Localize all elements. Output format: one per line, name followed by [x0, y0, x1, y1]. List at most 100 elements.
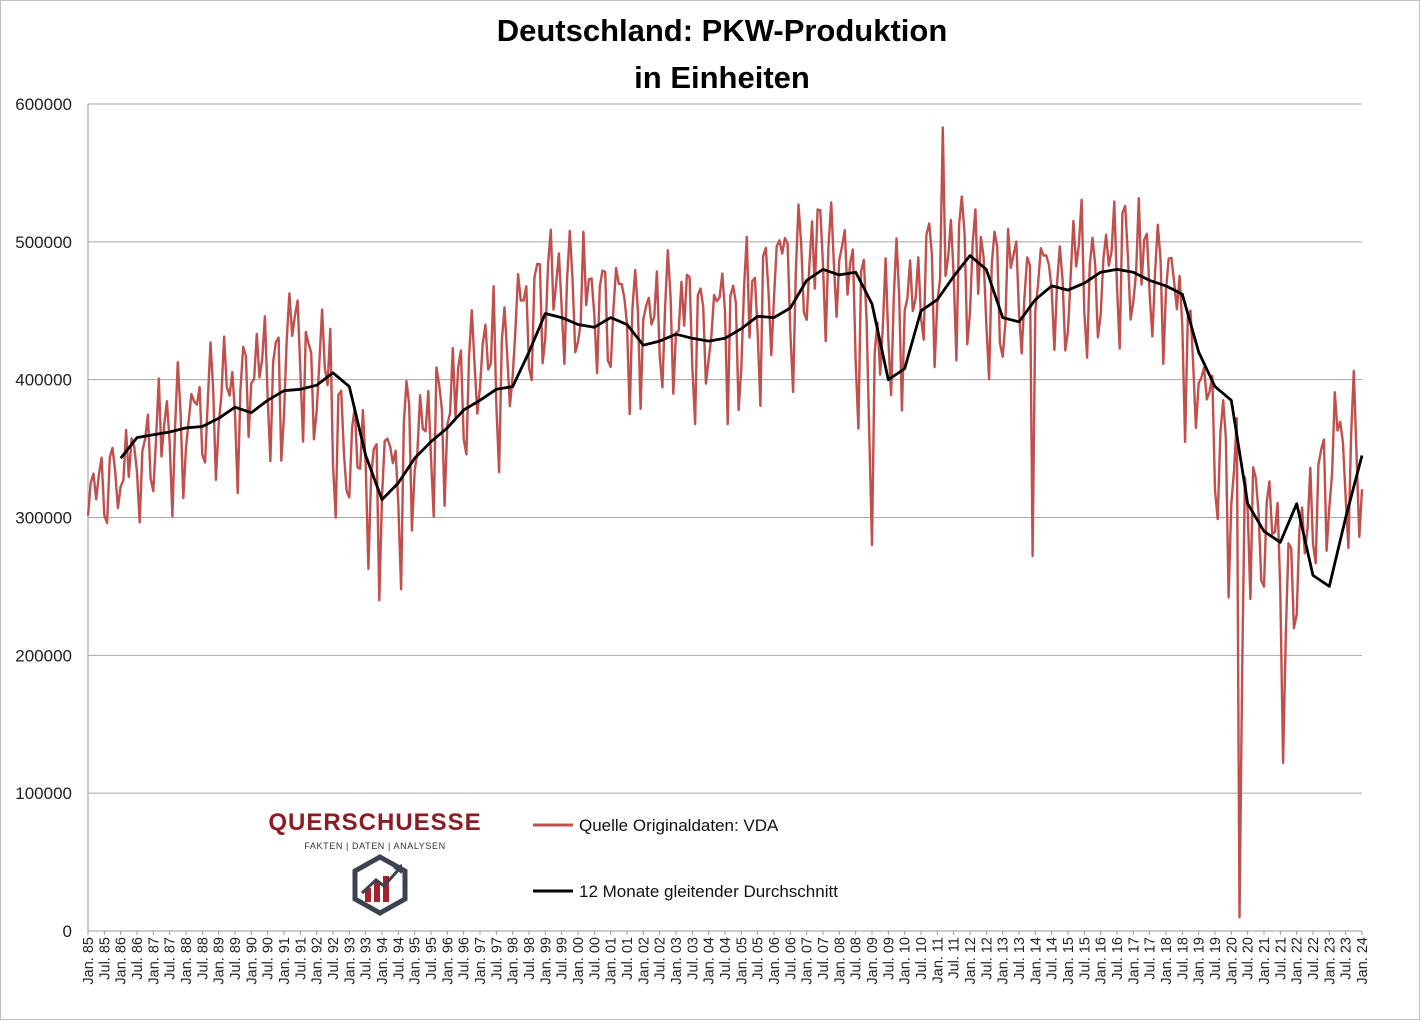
y-tick-label: 500000 — [15, 233, 72, 252]
y-tick-label: 400000 — [15, 371, 72, 390]
x-tick-label: Jan. 97 — [473, 937, 489, 985]
x-tick-label: Jan. 00 — [571, 937, 587, 985]
x-tick-label: Jul. 99 — [555, 937, 571, 980]
y-tick-label: 100000 — [15, 784, 72, 803]
x-tick-label: Jan. 87 — [146, 937, 162, 985]
x-tick-label: Jul. 88 — [195, 937, 211, 980]
x-tick-label: Jan. 99 — [538, 937, 554, 985]
y-tick-label: 200000 — [15, 646, 72, 665]
x-tick-label: Jul. 03 — [685, 937, 701, 980]
x-tick-label: Jan. 89 — [212, 937, 228, 985]
legend: Quelle Originaldaten: VDA 12 Monate glei… — [533, 816, 838, 901]
x-tick-label: Jul. 23 — [1339, 937, 1355, 980]
x-tick-label: Jan. 93 — [342, 937, 358, 985]
x-tick-label: Jan. 06 — [767, 937, 783, 985]
x-tick-label: Jan. 04 — [702, 937, 718, 985]
y-tick-label: 300000 — [15, 509, 72, 528]
x-tick-label: Jan. 15 — [1061, 937, 1077, 985]
x-tick-label: Jan. 23 — [1322, 937, 1338, 985]
x-tick-label: Jul. 20 — [1241, 937, 1257, 980]
x-tick-label: Jan. 85 — [81, 937, 97, 985]
x-tick-label: Jan. 92 — [310, 937, 326, 985]
x-tick-label: Jul. 85 — [97, 937, 113, 980]
x-tick-label: Jul. 92 — [326, 937, 342, 980]
logo-wordmark: QUERSCHUESSE — [268, 809, 481, 836]
x-tick-label: Jan. 21 — [1257, 937, 1273, 985]
x-tick-label: Jul. 96 — [457, 937, 473, 980]
chart-title-line-1: Deutschland: PKW-Produktion — [497, 13, 948, 48]
chart-title: Deutschland: PKW-Produktion in Einheiten — [497, 13, 948, 95]
x-tick-label: Jan. 96 — [440, 937, 456, 985]
x-tick-label: Jul. 14 — [1045, 937, 1061, 980]
x-tick-label: Jul. 12 — [979, 937, 995, 980]
series-lines — [86, 126, 1364, 919]
x-tick-label: Jul. 22 — [1306, 937, 1322, 980]
x-tick-label: Jul. 09 — [881, 937, 897, 980]
x-tick-label: Jul. 19 — [1208, 937, 1224, 980]
x-tick-label: Jul. 05 — [751, 937, 767, 980]
x-tick-label: Jan. 98 — [506, 937, 522, 985]
x-tick-label: Jan. 18 — [1159, 937, 1175, 985]
x-tick-label: Jan. 11 — [930, 937, 946, 984]
x-tick-label: Jul. 93 — [359, 937, 375, 980]
x-tick-label: Jan. 02 — [636, 937, 652, 985]
x-tick-label: Jan. 01 — [604, 937, 620, 985]
x-tick-label: Jan. 05 — [734, 937, 750, 985]
x-tick-label: Jul. 21 — [1273, 937, 1289, 980]
x-tick-label: Jan. 19 — [1192, 937, 1208, 985]
x-tick-label: Jul. 89 — [228, 937, 244, 980]
x-tick-label: Jul. 15 — [1077, 937, 1093, 980]
x-tick-label: Jul. 91 — [293, 937, 309, 980]
logo-tagline: FAKTEN | DATEN | ANALYSEN — [304, 841, 445, 851]
y-axis-tick-labels: 0 100000 200000 300000 400000 500000 600000 — [15, 95, 72, 941]
gridlines — [87, 103, 1362, 932]
querschuesse-hexagon-logo-icon — [352, 854, 408, 916]
x-tick-label: Jan. 16 — [1094, 937, 1110, 985]
x-tick-label: Jul. 10 — [914, 937, 930, 980]
x-tick-label: Jan. 08 — [832, 937, 848, 985]
legend-label-vda: Quelle Originaldaten: VDA — [579, 816, 779, 835]
x-tick-label: Jan. 86 — [114, 937, 130, 985]
x-tick-label: Jul. 13 — [1012, 937, 1028, 980]
x-tick-label: Jul. 87 — [163, 937, 179, 980]
series-line-moving-average — [119, 254, 1364, 588]
x-tick-label: Jul. 02 — [653, 937, 669, 980]
x-tick-label: Jul. 95 — [424, 937, 440, 980]
x-tick-label: Jul. 97 — [489, 937, 505, 980]
x-tick-label: Jan. 24 — [1355, 937, 1371, 985]
x-tick-label: Jul. 17 — [1143, 937, 1159, 980]
x-tick-label: Jan. 07 — [800, 937, 816, 985]
x-tick-label: Jul. 04 — [718, 937, 734, 980]
x-tick-label: Jan. 13 — [996, 937, 1012, 985]
x-tick-label: Jan. 12 — [963, 937, 979, 985]
querschuesse-logo: QUERSCHUESSE FAKTEN | DATEN | ANALYSEN — [268, 809, 481, 916]
x-tick-label: Jan. 17 — [1126, 937, 1142, 985]
x-tick-label: Jul. 07 — [816, 937, 832, 980]
x-tick-label: Jan. 03 — [669, 937, 685, 985]
x-tick-label: Jan. 95 — [408, 937, 424, 985]
x-tick-label: Jan. 10 — [898, 937, 914, 985]
x-tick-label: Jul. 11 — [947, 937, 963, 979]
x-tick-label: Jan. 20 — [1224, 937, 1240, 985]
x-tick-label: Jul. 90 — [261, 937, 277, 980]
x-tick-label: Jul. 18 — [1175, 937, 1191, 980]
y-tick-label: 0 — [63, 922, 72, 941]
x-tick-label: Jul. 16 — [1110, 937, 1126, 980]
x-tick-label: Jan. 14 — [1028, 937, 1044, 985]
x-axis-tick-labels: Jan. 85 Jul. 85 Jan. 86 Jul. 86 Jan. 87 Jul. … — [81, 931, 1371, 985]
chart-title-line-2: in Einheiten — [634, 60, 810, 95]
x-tick-label: Jul. 01 — [620, 937, 636, 980]
series-line-vda-original — [86, 126, 1364, 919]
x-tick-label: Jan. 94 — [375, 937, 391, 985]
x-tick-label: Jan. 91 — [277, 937, 293, 985]
x-tick-label: Jul. 94 — [391, 937, 407, 980]
x-tick-label: Jul. 98 — [522, 937, 538, 980]
x-tick-label: Jan. 22 — [1290, 937, 1306, 985]
x-tick-label: Jul. 06 — [783, 937, 799, 980]
x-tick-label: Jan. 88 — [179, 937, 195, 985]
legend-label-moving-average: 12 Monate gleitender Durchschnitt — [579, 882, 838, 901]
x-tick-label: Jan. 09 — [865, 937, 881, 985]
x-tick-label: Jul. 00 — [587, 937, 603, 980]
